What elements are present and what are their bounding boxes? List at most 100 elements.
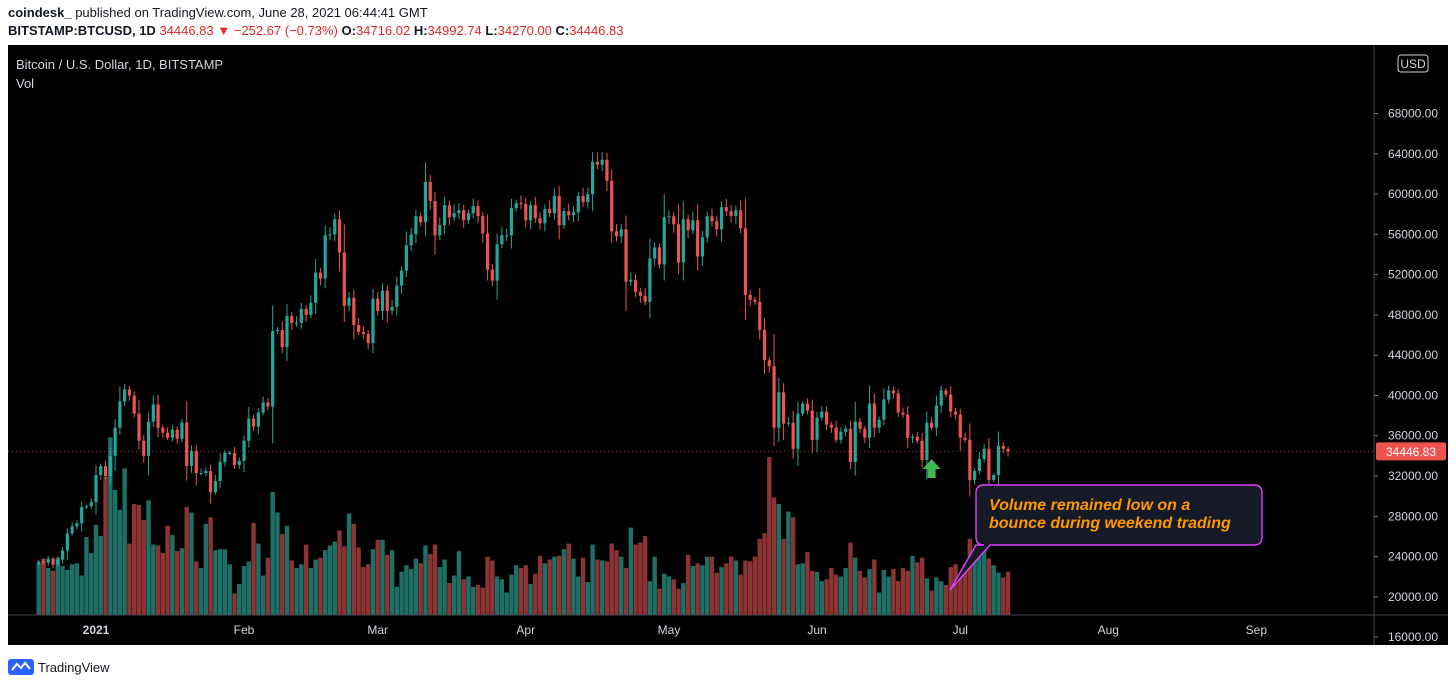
volume-bar <box>934 577 939 615</box>
candle-body <box>653 247 657 259</box>
annotation-callout[interactable]: Volume remained low on a bounce during w… <box>949 484 1263 591</box>
volume-bar <box>595 559 600 615</box>
volume-bar <box>986 558 992 615</box>
candle-body <box>872 403 876 428</box>
volume-bar <box>428 553 433 615</box>
volume-bar <box>485 556 490 615</box>
volume-bar <box>198 568 204 615</box>
symbol-name[interactable]: BITSTAMP:BTCUSD, 1D <box>8 23 156 38</box>
volume-bar <box>738 574 743 615</box>
tradingview-logo-icon[interactable] <box>8 659 34 675</box>
chart-frame[interactable]: Bitcoin / U.S. Dollar, 1D, BITSTAMP Vol … <box>8 45 1448 645</box>
volume-bar <box>619 556 624 615</box>
candle-body <box>748 294 752 300</box>
candle-body <box>438 225 442 236</box>
volume-bar <box>814 571 820 615</box>
candle-body <box>548 209 552 214</box>
volume-bar <box>958 575 963 615</box>
candle-body <box>705 216 709 238</box>
volume-bar <box>533 573 538 615</box>
candle-body <box>352 297 356 325</box>
volume-bar <box>599 560 605 615</box>
volume-bar <box>537 555 543 615</box>
volume-bar <box>451 575 457 615</box>
candle-body <box>309 302 313 315</box>
candle-body <box>758 301 762 331</box>
candle-body <box>672 216 676 225</box>
volume-bar <box>528 583 533 615</box>
volume-bar <box>356 547 361 615</box>
candle-body <box>366 334 370 344</box>
candle-body <box>686 219 690 231</box>
volume-bar <box>89 552 94 615</box>
candle-body <box>466 213 471 221</box>
candle-body <box>452 213 456 218</box>
volume-bar <box>662 573 667 615</box>
volume-bar <box>194 561 199 615</box>
candle-body <box>333 219 337 235</box>
volume-bar <box>838 576 844 615</box>
candle-body <box>428 181 432 202</box>
candle-body <box>481 216 485 234</box>
candle-body <box>863 428 867 438</box>
volume-bar <box>1005 571 1011 615</box>
tradingview-brand[interactable]: TradingView <box>38 659 110 675</box>
candle-body <box>127 389 132 396</box>
volume-bar <box>977 550 982 615</box>
x-tick-label: May <box>658 623 681 637</box>
volume-bar <box>112 489 118 615</box>
volume-bar <box>404 565 409 615</box>
volume-bar <box>189 512 194 615</box>
candle-body <box>209 470 213 493</box>
volume-bar <box>757 538 762 615</box>
candle-body <box>743 228 747 295</box>
volume-bar <box>647 581 653 615</box>
candle-body <box>586 194 590 203</box>
volume-bar <box>509 574 514 615</box>
volume-bar <box>46 568 51 615</box>
candle-body <box>280 330 284 348</box>
candle-body <box>829 424 833 428</box>
candle-body <box>953 411 958 415</box>
candle-body <box>753 299 757 302</box>
candle-body <box>304 308 308 315</box>
candle-body <box>146 421 151 456</box>
candle-body <box>796 413 800 449</box>
volume-bar <box>270 491 275 615</box>
volume-bar <box>962 564 968 615</box>
volume-bar <box>284 525 290 615</box>
y-tick-label: 68000.00 <box>1388 107 1438 121</box>
candle-body <box>414 216 418 235</box>
candle-body <box>51 558 55 565</box>
volume-bar <box>948 567 953 615</box>
volume-bar <box>318 557 323 615</box>
volume-bar <box>518 568 524 615</box>
volume-bar <box>342 546 347 615</box>
candle-body <box>361 332 365 335</box>
currency-box[interactable] <box>1397 54 1429 73</box>
publisher-name[interactable]: coindesk_ <box>8 5 72 20</box>
open-value: 34716.02 <box>355 23 411 38</box>
volume-bar <box>996 572 1001 615</box>
y-tick-label: 52000.00 <box>1388 268 1438 282</box>
candle-body <box>696 220 700 257</box>
candle-body <box>538 218 542 224</box>
volume-bar <box>375 539 380 615</box>
volume-bar <box>146 500 151 615</box>
price-chart[interactable]: Bitcoin / U.S. Dollar, 1D, BITSTAMP Vol … <box>8 45 1448 645</box>
volume-bar <box>60 566 65 615</box>
volume-bar <box>332 541 337 615</box>
volume-bar <box>179 548 185 615</box>
candle-body <box>920 440 924 460</box>
candle-body <box>724 207 728 212</box>
candle-body <box>877 419 881 428</box>
candle-body <box>676 224 681 263</box>
candle-body <box>633 279 638 292</box>
volume-bar <box>93 524 99 615</box>
volume-bar <box>590 544 595 615</box>
volume-bar <box>41 558 46 615</box>
volume-bar <box>671 579 676 615</box>
candle-body <box>629 279 633 282</box>
volume-bar <box>881 569 887 615</box>
candle-body <box>939 390 943 406</box>
